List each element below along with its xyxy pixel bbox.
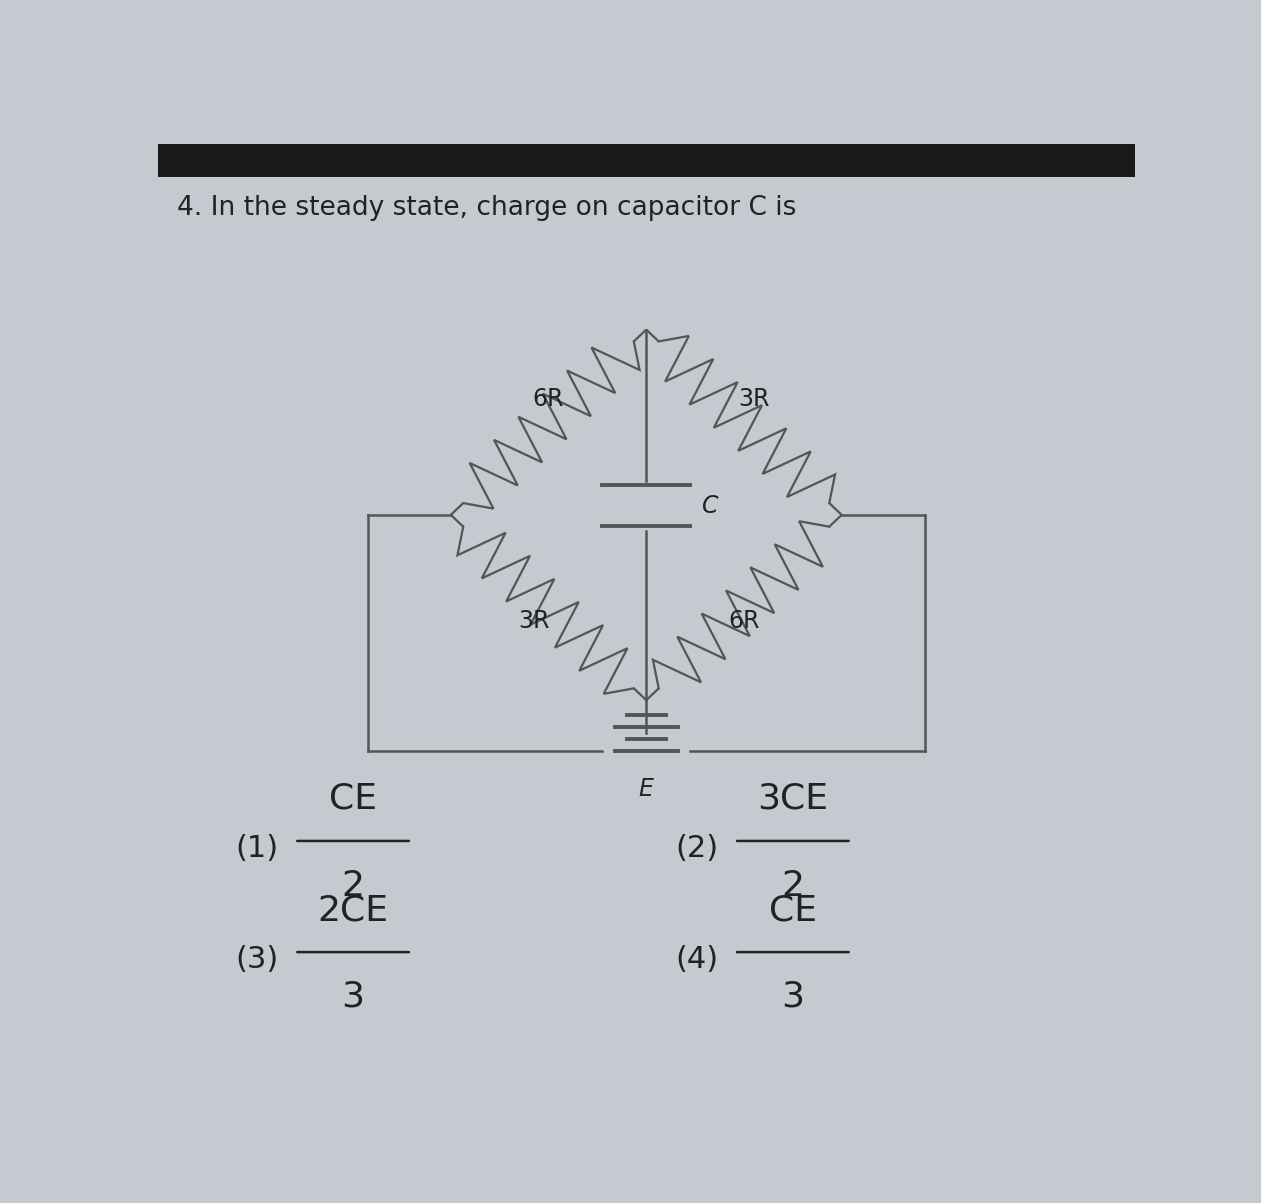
Text: 3CE: 3CE — [758, 782, 828, 816]
Text: 6R: 6R — [533, 387, 564, 411]
Text: (4): (4) — [676, 946, 719, 974]
Text: (3): (3) — [236, 946, 279, 974]
Text: CE: CE — [329, 782, 377, 816]
Text: (2): (2) — [676, 834, 719, 863]
Text: 3: 3 — [782, 980, 805, 1014]
Text: 2CE: 2CE — [318, 893, 388, 928]
Text: 3: 3 — [342, 980, 364, 1014]
Text: 6R: 6R — [729, 610, 759, 634]
Text: (1): (1) — [236, 834, 279, 863]
Text: 2: 2 — [782, 869, 805, 902]
Text: 3R: 3R — [518, 610, 550, 634]
Text: 4. In the steady state, charge on capacitor C is: 4. In the steady state, charge on capaci… — [177, 195, 797, 221]
Text: 3R: 3R — [738, 387, 769, 411]
Text: E: E — [639, 777, 653, 801]
FancyBboxPatch shape — [158, 144, 1135, 177]
Text: C: C — [702, 493, 719, 517]
Text: CE: CE — [769, 893, 817, 928]
Text: 2: 2 — [342, 869, 364, 902]
